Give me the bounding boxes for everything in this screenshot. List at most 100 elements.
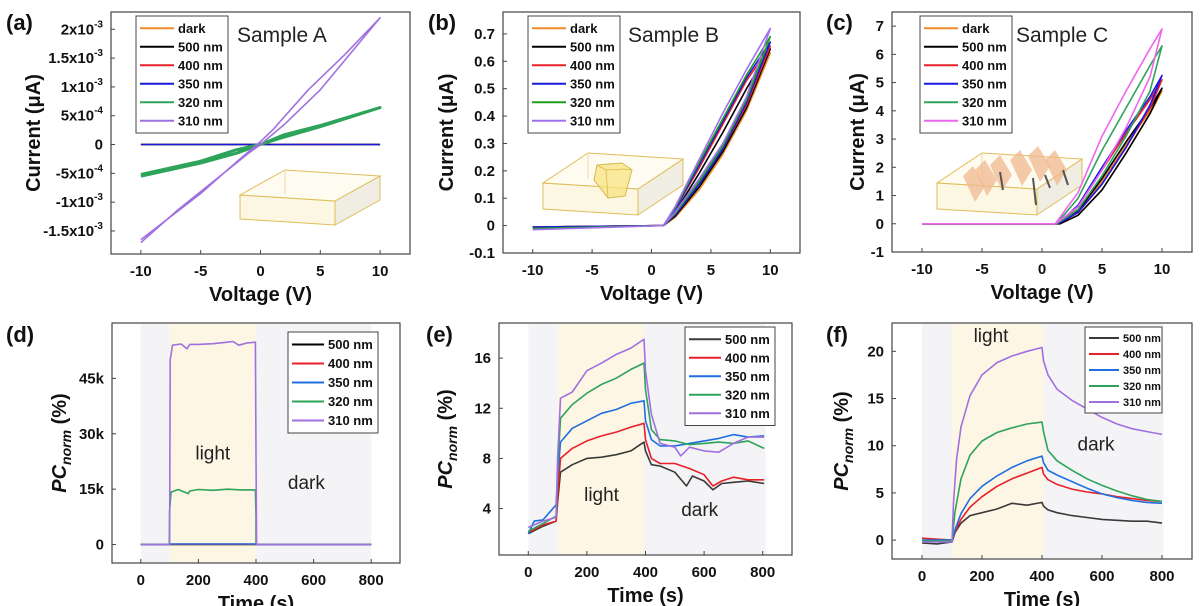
x-tick-label: 0 (256, 263, 264, 280)
y-tick-label: 15 (867, 391, 884, 408)
x-tick-label: 600 (301, 572, 326, 589)
inset-flake (1010, 150, 1032, 186)
y-tick-label: 4 (876, 103, 885, 120)
legend-label: 500 nm (178, 39, 223, 54)
x-tick-label: 0 (918, 568, 926, 585)
x-axis-label: Time (s) (1004, 589, 1080, 606)
y-tick-label: 0 (876, 532, 884, 549)
inset-column (593, 162, 633, 199)
legend: 500 nm 400 nm 350 nm 320 nm 310 nm (684, 326, 776, 426)
x-tick-label: 0 (1038, 261, 1046, 278)
series-line-310nm (527, 338, 765, 529)
legend-box (919, 15, 1013, 134)
inset-illustration (935, 146, 1084, 216)
x-tick-label: 200 (969, 568, 994, 585)
x-tick-label: 800 (750, 564, 775, 581)
x-axis-label: Time (s) (218, 593, 294, 606)
y-tick-label: 30k (79, 426, 105, 443)
y-tick-label: -0.1 (469, 245, 495, 262)
y-tick-label: 0.6 (474, 53, 495, 70)
y-tick-label: 1.5x10-3 (48, 48, 103, 67)
y-tick-label: 15k (79, 481, 105, 498)
y-tick-label: 0.3 (474, 135, 495, 152)
panel-f: 0 200 400 600 800 0 5 10 15 20 Time (s) PCnorm (%) (… (826, 322, 1193, 606)
inset-column-edge (596, 164, 633, 171)
legend-label: 320 nm (328, 394, 373, 409)
panel-title: Sample B (628, 24, 719, 47)
x-tick-label: 5 (1098, 261, 1106, 278)
legend-label: 310 nm (328, 413, 373, 428)
panel-label: (d) (6, 322, 34, 347)
inset-flake (1045, 150, 1067, 186)
legend-label: 500 nm (328, 337, 373, 352)
panel-label: (c) (826, 10, 853, 35)
panel-label: (b) (428, 10, 456, 35)
legend: dark 500 nm 400 nm 350 nm 320 nm 310 nm (135, 15, 229, 134)
y-tick-label: 0 (487, 218, 495, 235)
y-tick-label: 2x10-3 (61, 19, 104, 38)
legend-label: 500 nm (962, 39, 1007, 54)
legend-label: dark (570, 21, 598, 36)
inset-wire (1062, 169, 1069, 186)
panel-title: Sample A (237, 24, 327, 47)
series-line-350nm (922, 74, 1163, 225)
x-axis-label: Voltage (V) (991, 282, 1094, 304)
legend-label: 320 nm (570, 95, 615, 110)
y-tick-label: 45k (79, 370, 105, 387)
y-tick-label: 0 (876, 216, 884, 233)
x-tick-label: -10 (911, 261, 933, 278)
y-axis-label: Current (μA) (23, 74, 45, 192)
panel-d: 0 200 400 600 800 0 15k 30k 45k Time (s) PCnorm (%… (6, 322, 401, 606)
y-tick-label: 3 (876, 131, 884, 148)
annotation-dark: dark (681, 500, 718, 521)
series-line-350nm (532, 41, 772, 228)
inset-illustration (541, 152, 685, 216)
inset-illustration (238, 169, 382, 226)
y-tick-label: 8 (483, 450, 491, 467)
legend-box (527, 15, 621, 134)
annotation-dark: dark (1078, 434, 1115, 455)
legend-label: 310 nm (1123, 397, 1161, 409)
inset-flake (1028, 146, 1050, 182)
legend: dark 500 nm 400 nm 350 nm 320 nm 310 nm (919, 15, 1013, 134)
inset-flake (975, 160, 997, 196)
y-tick-label: 12 (474, 400, 491, 417)
panel-title: Sample C (1016, 24, 1108, 47)
x-tick-label: 10 (372, 263, 389, 280)
panel-label: (e) (426, 322, 453, 347)
y-tick-label: 5x10-4 (61, 106, 104, 125)
x-tick-label: 600 (692, 564, 717, 581)
x-tick-label: 400 (243, 572, 268, 589)
y-tick-label: 0 (95, 137, 103, 154)
region-pre (528, 324, 558, 554)
y-tick-label: -1.5x10-3 (43, 221, 103, 240)
legend-label: 320 nm (725, 387, 770, 402)
legend-label: 320 nm (178, 95, 223, 110)
legend-label: 400 nm (1123, 349, 1161, 361)
legend: dark 500 nm 400 nm 350 nm 320 nm 310 nm (527, 15, 621, 134)
series-line-310nm (922, 28, 1163, 225)
legend-label: 320 nm (962, 95, 1007, 110)
legend-label: 350 nm (570, 76, 615, 91)
y-tick-label: 0.2 (474, 163, 495, 180)
y-tick-label: 10 (867, 438, 884, 455)
legend: 500 nm 400 nm 350 nm 320 nm 310 nm (287, 331, 379, 434)
y-axis-label: PCnorm (%) (831, 391, 856, 490)
x-tick-label: 400 (633, 564, 658, 581)
legend-label: 310 nm (725, 406, 770, 421)
region-pre (140, 324, 170, 562)
x-tick-label: -5 (194, 263, 207, 280)
y-axis-label: PCnorm (%) (435, 389, 460, 488)
y-tick-label: 1x10-3 (61, 77, 104, 96)
series-line-310nm (140, 17, 381, 244)
y-tick-label: 2 (876, 159, 884, 176)
series-line-500nm (922, 87, 1163, 225)
legend-label: 400 nm (962, 58, 1007, 73)
legend-label: 320 nm (1123, 381, 1161, 393)
inset-wire (1044, 174, 1051, 189)
y-tick-label: -5x10-4 (56, 163, 104, 182)
y-tick-label: 7 (876, 18, 884, 35)
legend-label: 400 nm (328, 356, 373, 371)
